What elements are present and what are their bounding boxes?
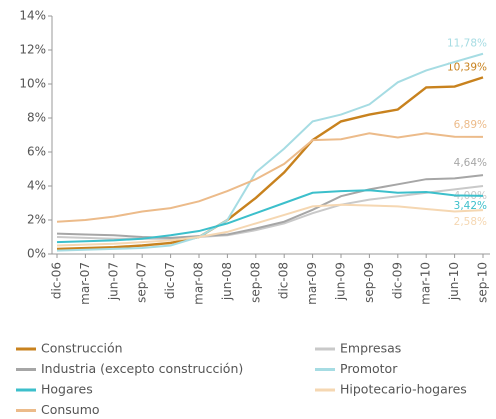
y-tick-label: 0%	[27, 247, 46, 261]
y-tick-label: 14%	[19, 9, 46, 23]
end-label: 3,42%	[454, 200, 487, 212]
series-line	[56, 185, 484, 240]
legend-label: Consumo	[41, 402, 100, 417]
x-tick-label: dic-06	[50, 262, 64, 299]
end-label: 11,78%	[447, 38, 487, 50]
x-tick-label: jun-09	[334, 262, 348, 301]
legend-label: Construcción	[41, 341, 123, 356]
series-line	[56, 76, 484, 251]
series-line	[56, 174, 484, 239]
x-tick-label: mar-07	[78, 262, 92, 305]
x-tick-label: sep-10	[476, 262, 490, 303]
end-label: 4,64%	[454, 157, 487, 169]
end-label: 6,89%	[454, 119, 487, 131]
y-tick-label: 6%	[27, 145, 46, 159]
x-tick-label: dic-08	[277, 262, 291, 299]
legend-label: Industria (excepto construcción)	[41, 361, 243, 376]
y-tick-label: 10%	[19, 77, 46, 91]
end-label: 2,58%	[454, 216, 487, 228]
legend-label: Hipotecario-hogares	[340, 382, 467, 397]
x-tick-label: sep-08	[248, 262, 262, 303]
x-tick-label: mar-08	[192, 262, 206, 305]
x-tick-label: sep-07	[135, 262, 149, 303]
y-tick-label: 12%	[19, 43, 46, 57]
x-tick-label: dic-09	[390, 262, 404, 299]
x-tick-label: jun-07	[106, 262, 120, 301]
series-line	[56, 52, 484, 252]
series-line	[56, 203, 484, 247]
x-tick-label: mar-09	[305, 262, 319, 305]
end-label: 10,39%	[447, 61, 487, 73]
series-line	[56, 132, 484, 223]
y-tick-label: 2%	[27, 213, 46, 227]
y-tick-label: 4%	[27, 179, 46, 193]
y-tick-label: 8%	[27, 111, 46, 125]
x-tick-label: jun-08	[220, 262, 234, 301]
legend-label: Hogares	[41, 382, 93, 397]
x-tick-label: dic-07	[163, 262, 177, 299]
legend-label: Empresas	[340, 341, 401, 356]
x-tick-label: sep-09	[362, 262, 376, 303]
x-tick-label: mar-10	[419, 262, 433, 305]
x-tick-label: jun-10	[447, 262, 461, 301]
legend-label: Promotor	[340, 361, 398, 376]
series-line	[56, 189, 484, 244]
